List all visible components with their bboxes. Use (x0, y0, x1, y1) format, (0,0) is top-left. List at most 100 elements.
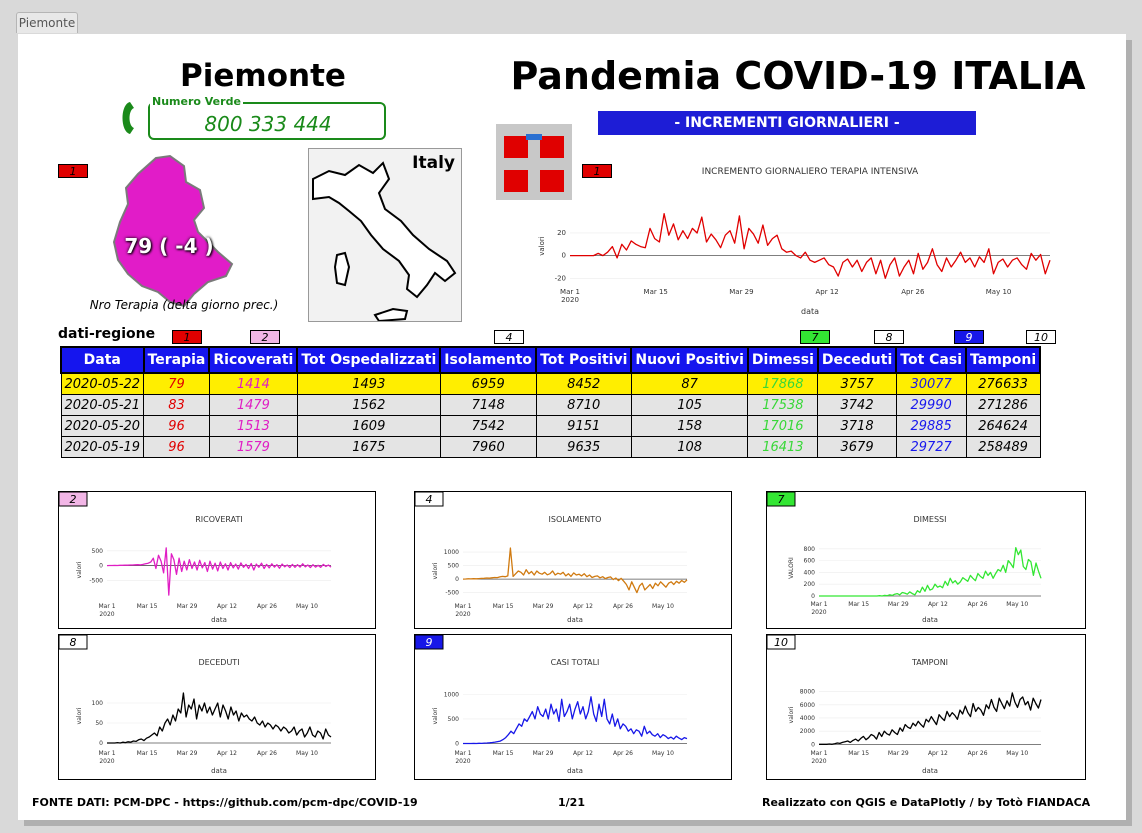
y-tick-label: 0 (811, 593, 815, 600)
chart-badge (58, 491, 88, 507)
map-value-label: 79 ( -4 ) (124, 234, 214, 258)
chart-title: ISOLAMENTO (549, 515, 602, 524)
y-tick-label: 50 (95, 720, 103, 727)
y-axis-label: valori (432, 562, 439, 579)
cell-isolamento: 6959 (439, 372, 537, 395)
cell-tot-positivi: 8710 (535, 394, 632, 416)
y-tick-label: 0 (455, 741, 459, 748)
y-tick-label: 0 (99, 740, 103, 747)
x-tick-label: Mar 1 (454, 750, 471, 757)
y-axis-label: valori (788, 706, 795, 723)
series-line (463, 696, 688, 745)
table-header-row: Data Terapia Ricoverati Tot Ospedalizzat… (60, 346, 1042, 374)
y-tick-label: 400 (804, 569, 816, 576)
x-tick-label: Apr 12 (928, 601, 948, 608)
cell-tamponi: 271286 (965, 394, 1041, 416)
cell-dimessi: 17868 (747, 372, 819, 395)
x-tick-label: Mar 1 (560, 288, 580, 296)
cell-ricoverati: 1513 (208, 415, 298, 437)
region-map-piemonte (112, 154, 234, 308)
report-page: Piemonte Pandemia COVID-19 ITALIA - INCR… (18, 34, 1126, 820)
footer-page-number: 1/21 (558, 796, 585, 809)
y-tick-label: 200 (804, 581, 816, 588)
y-tick-label: -20 (555, 274, 566, 282)
panel-ricoverati: 2 RICOVERATI -500 0 500 Mar 1 2020 Mar 15 Mar 29… (58, 491, 376, 629)
header-terapia: Terapia (142, 346, 211, 374)
x-tick-label: Mar 15 (493, 750, 514, 757)
y-axis-label: valori (76, 561, 83, 578)
x-tick-label: Mar 1 (98, 750, 115, 757)
y-tick-label: 0 (811, 741, 815, 748)
italy-label: Italy (412, 153, 455, 173)
chart-badge (414, 491, 444, 507)
y-tick-label: 1000 (444, 691, 459, 698)
x-tick-label: May 10 (1006, 601, 1028, 608)
chart-title: DIMESSI (914, 515, 947, 524)
cell-tot-ospedalizzati: 1562 (296, 394, 441, 416)
y-axis-label: valori (432, 707, 439, 724)
y-axis-label: valori (76, 707, 83, 724)
x-tick-label: Mar 1 (810, 750, 827, 757)
cell-tot-ospedalizzati: 1609 (296, 415, 441, 437)
x-tick-label: Mar 15 (848, 750, 869, 757)
cell-dimessi: 17538 (747, 394, 819, 416)
x-tick-label: 2020 (455, 611, 470, 618)
col-badge-dimessi: 7 (800, 330, 830, 344)
cell-isolamento: 7542 (439, 415, 537, 437)
x-tick-label: 2020 (561, 296, 579, 304)
table-row: 2020-05-20 96 1513 1609 7542 9151 158 17… (60, 415, 1041, 437)
x-tick-label: Apr 12 (928, 750, 948, 757)
chart-title: RICOVERATI (195, 515, 243, 524)
y-tick-label: 600 (804, 558, 816, 565)
x-tick-label: Apr 26 (257, 750, 277, 757)
x-tick-label: Mar 29 (533, 750, 554, 757)
x-tick-label: Apr 12 (217, 603, 237, 610)
x-axis-label: data (567, 767, 583, 775)
cell-nuovi-positivi: 87 (630, 372, 749, 395)
y-tick-label: 0 (455, 576, 459, 583)
chart-title: TAMPONI (911, 658, 948, 667)
phone-box: Numero Verde 800 333 444 (118, 95, 386, 140)
cell-ricoverati: 1479 (208, 394, 298, 416)
x-tick-label: Mar 29 (888, 750, 909, 757)
cell-terapia: 79 (143, 372, 210, 395)
x-tick-label: Mar 29 (888, 601, 909, 608)
x-tick-label: May 10 (652, 603, 674, 610)
series-line (570, 213, 1051, 279)
chart-badge-label: 8 (70, 636, 77, 649)
x-tick-label: 2020 (455, 758, 470, 765)
x-axis-label: data (922, 616, 938, 624)
header-deceduti: Deceduti (816, 346, 898, 374)
window-tab[interactable]: Piemonte (16, 12, 78, 33)
col-badge-tot-casi: 9 (954, 330, 984, 344)
chart-badge (766, 634, 796, 650)
cell-tot-casi: 30077 (895, 372, 967, 395)
x-tick-label: Apr 12 (573, 603, 593, 610)
cell-tot-positivi: 9151 (535, 415, 632, 437)
region-flag (496, 124, 572, 200)
x-axis-label: data (567, 616, 583, 624)
header-tamponi: Tamponi (964, 346, 1042, 374)
x-tick-label: May 10 (1006, 750, 1028, 757)
italy-map-shape (312, 161, 457, 321)
x-tick-label: Apr 26 (968, 750, 988, 757)
col-badge-isolamento: 4 (494, 330, 524, 344)
panel-isolamento: 4 ISOLAMENTO -500 0 500 1000 Mar 1 2020 Mar 15 Ma… (414, 491, 732, 629)
cell-tot-positivi: 9635 (535, 436, 632, 458)
y-tick-label: 100 (92, 700, 104, 707)
x-tick-label: 2020 (99, 758, 114, 765)
cell-tamponi: 258489 (965, 436, 1041, 458)
phone-number[interactable]: 800 333 444 (204, 112, 332, 136)
region-title: Piemonte (180, 58, 346, 94)
header-tot-ospedalizzati: Tot Ospedalizzati (296, 346, 442, 374)
footer-credits: Realizzato con QGIS e DataPlotly / by To… (762, 796, 1091, 809)
table-row: 2020-05-19 96 1579 1675 7960 9635 108 16… (60, 436, 1041, 458)
x-tick-label: May 10 (652, 750, 674, 757)
cell-nuovi-positivi: 105 (630, 394, 749, 416)
phone-frame (148, 102, 386, 140)
chart-title: INCREMENTO GIORNALIERO TERAPIA INTENSIVA (702, 167, 919, 177)
x-tick-label: Apr 26 (901, 288, 925, 296)
cell-isolamento: 7960 (439, 436, 537, 458)
panel-tot-casi: 9 CASI TOTALI 0 500 1000 Mar 1 2020 Mar 15 Mar 2… (414, 634, 732, 780)
